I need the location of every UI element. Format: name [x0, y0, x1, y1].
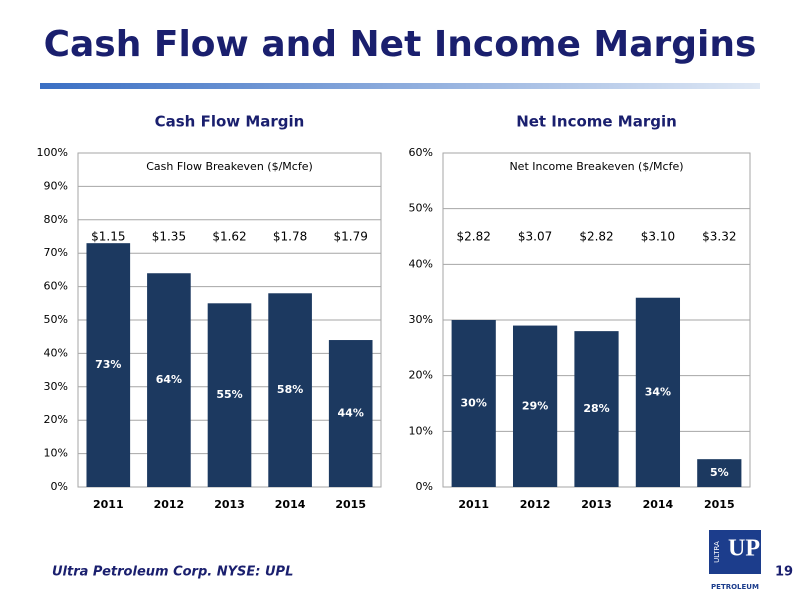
- slide-title: Cash Flow and Net Income Margins: [44, 24, 757, 65]
- x-tick-label: 2013: [581, 498, 612, 511]
- x-tick-label: 2011: [93, 498, 124, 511]
- breakeven-label: $3.07: [518, 230, 552, 244]
- y-tick-label: 50%: [409, 202, 433, 215]
- x-tick-label: 2014: [643, 498, 674, 511]
- y-tick-label: 0%: [416, 480, 433, 493]
- value-label: 44%: [338, 407, 364, 420]
- chart-title: Net Income Margin: [516, 113, 677, 131]
- breakeven-label: $1.15: [91, 230, 125, 244]
- footer: Ultra Petroleum Corp. NYSE: UPL: [52, 565, 293, 580]
- y-tick-label: 10%: [44, 447, 68, 460]
- y-tick-label: 0%: [51, 480, 68, 493]
- x-tick-label: 2014: [275, 498, 306, 511]
- logo: UP ULTRA PETROLEUM: [709, 530, 761, 591]
- breakeven-label: $3.10: [641, 230, 675, 244]
- bar: [512, 325, 558, 487]
- breakeven-label: $1.79: [334, 230, 368, 244]
- logo-bottom: PETROLEUM: [711, 583, 759, 591]
- y-tick-label: 80%: [44, 213, 68, 226]
- value-label: 64%: [156, 373, 182, 386]
- x-tick-label: 2012: [520, 498, 551, 511]
- y-tick-label: 100%: [37, 146, 68, 159]
- y-tick-label: 20%: [409, 369, 433, 382]
- value-label: 73%: [95, 358, 121, 371]
- bar: [86, 243, 131, 487]
- bar: [268, 293, 312, 487]
- breakeven-label: $1.78: [273, 230, 307, 244]
- x-tick-label: 2012: [154, 498, 185, 511]
- y-tick-label: 30%: [44, 380, 68, 393]
- y-tick-label: 60%: [44, 280, 68, 293]
- bar: [635, 297, 681, 487]
- bar: [147, 273, 191, 487]
- logo-main: UP: [728, 536, 760, 562]
- logo-side: ULTRA: [713, 541, 721, 563]
- y-tick-label: 40%: [44, 346, 68, 359]
- x-tick-label: 2011: [458, 498, 489, 511]
- bar: [697, 459, 742, 487]
- annotation: Cash Flow Breakeven ($/Mcfe): [146, 160, 313, 173]
- y-tick-label: 90%: [44, 179, 68, 192]
- title-rule: [40, 83, 760, 89]
- x-tick-label: 2015: [704, 498, 735, 511]
- logo-box: [709, 530, 761, 574]
- breakeven-label: $3.32: [702, 230, 736, 244]
- chart-title: Cash Flow Margin: [155, 113, 305, 131]
- bar: [574, 331, 619, 487]
- bar: [451, 320, 496, 487]
- x-tick-label: 2015: [335, 498, 366, 511]
- value-label: 28%: [583, 402, 609, 415]
- value-label: 30%: [461, 397, 487, 410]
- value-label: 58%: [277, 383, 303, 396]
- breakeven-label: $2.82: [457, 230, 491, 244]
- y-tick-label: 10%: [409, 424, 433, 437]
- y-tick-label: 20%: [44, 413, 68, 426]
- value-label: 34%: [645, 385, 671, 398]
- annotation: Net Income Breakeven ($/Mcfe): [509, 160, 683, 173]
- breakeven-label: $2.82: [579, 230, 613, 244]
- value-label: 29%: [522, 399, 548, 412]
- x-tick-label: 2013: [214, 498, 245, 511]
- y-tick-label: 70%: [44, 246, 68, 259]
- breakeven-label: $1.35: [152, 230, 186, 244]
- value-label: 5%: [710, 466, 729, 479]
- page-number: 19: [775, 565, 793, 580]
- y-tick-label: 30%: [409, 313, 433, 326]
- bar: [207, 303, 252, 487]
- bar: [328, 340, 373, 487]
- y-tick-label: 40%: [409, 257, 433, 270]
- y-tick-label: 50%: [44, 313, 68, 326]
- breakeven-label: $1.62: [212, 230, 246, 244]
- y-tick-label: 60%: [409, 146, 433, 159]
- value-label: 55%: [216, 388, 242, 401]
